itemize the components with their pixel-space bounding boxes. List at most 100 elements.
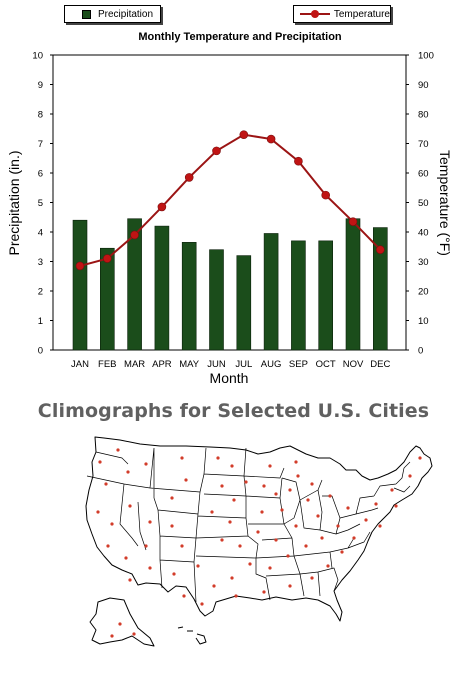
- y2-tick-label: 80: [418, 110, 429, 121]
- temperature-point: [294, 156, 303, 166]
- precipitation-bar: [318, 240, 334, 351]
- city-marker: [296, 474, 300, 478]
- precipitation-bar: [100, 247, 115, 351]
- precipitation-bar: [291, 240, 306, 351]
- city-marker: [364, 518, 368, 522]
- city-marker: [104, 482, 108, 486]
- city-marker: [262, 590, 266, 594]
- map-title: Climographs for Selected U.S. Cities: [37, 400, 430, 422]
- city-marker: [288, 488, 292, 492]
- legend-precipitation-label: Precipitation: [98, 8, 154, 20]
- month-labels: JAN FEB MAR APR MAY JUN JUL AUG SEP OCT NOV DEC: [71, 359, 390, 370]
- city-marker: [352, 536, 356, 540]
- y2-tick-label: 10: [418, 316, 429, 327]
- right-axis-ticks: 0 10 20 30 40 50 60 70 80 90 100: [406, 51, 434, 357]
- city-marker: [306, 498, 310, 502]
- y-tick-label: 10: [32, 51, 43, 62]
- y2-tick-label: 0: [418, 346, 423, 357]
- y2-axis-label: Temperature (°F): [437, 150, 453, 256]
- alaska-outline: [89, 597, 155, 647]
- city-marker: [294, 524, 298, 528]
- temperature-point: [75, 261, 85, 271]
- precipitation-bar: [72, 219, 88, 351]
- temperature-point: [130, 230, 139, 240]
- city-marker: [230, 464, 234, 468]
- us-outline: [85, 436, 433, 622]
- y2-tick-label: 100: [418, 51, 434, 62]
- legend-temperature: Temperature: [293, 5, 391, 23]
- state-borders: [86, 447, 411, 603]
- precipitation-bar: [181, 242, 197, 351]
- city-marker: [184, 478, 188, 482]
- precipitation-bar: [263, 233, 279, 351]
- city-marker: [210, 510, 214, 514]
- city-marker: [320, 536, 324, 540]
- y-tick-label: 3: [38, 257, 43, 268]
- temperature-series: [75, 130, 385, 271]
- city-marker: [260, 510, 264, 514]
- temperature-point: [348, 217, 358, 226]
- precipitation-bar: [372, 227, 388, 351]
- city-marker: [110, 634, 114, 638]
- climograph-chart: Monthly Temperature and Precipitation 0 1…: [6, 31, 453, 386]
- city-marker: [196, 564, 200, 568]
- city-marker: [170, 496, 174, 500]
- city-marker: [180, 456, 184, 460]
- city-marker: [118, 622, 122, 626]
- city-marker: [216, 456, 220, 460]
- temperature-point: [212, 146, 221, 156]
- x-tick-label: OCT: [316, 359, 336, 370]
- temperature-point: [266, 134, 276, 144]
- city-marker: [394, 504, 398, 508]
- city-marker: [310, 482, 314, 486]
- city-marker: [200, 602, 204, 606]
- x-axis-label: Month: [210, 370, 249, 386]
- y2-tick-label: 90: [418, 80, 429, 91]
- y-axis-label: Precipitation (in.): [6, 150, 22, 255]
- precipitation-bar: [154, 225, 170, 351]
- city-marker: [280, 508, 284, 512]
- city-marker: [234, 594, 238, 598]
- city-marker: [170, 524, 174, 528]
- y2-tick-label: 20: [418, 287, 429, 298]
- city-marker: [212, 584, 216, 588]
- city-marker: [132, 632, 136, 636]
- city-marker: [274, 538, 278, 542]
- city-marker: [182, 594, 186, 598]
- precipitation-bars: [72, 218, 388, 351]
- precipitation-bar: [345, 218, 361, 351]
- city-marker: [126, 470, 130, 474]
- y2-tick-label: 70: [418, 139, 429, 150]
- y-tick-label: 9: [38, 80, 43, 91]
- y-tick-label: 5: [38, 198, 43, 209]
- y-tick-label: 1: [38, 316, 43, 327]
- temperature-point: [375, 245, 385, 254]
- city-marker: [418, 456, 422, 460]
- temperature-line: [79, 133, 382, 267]
- temperature-point: [103, 254, 112, 263]
- y2-tick-label: 30: [418, 257, 429, 268]
- city-marker: [96, 510, 100, 514]
- city-marker: [294, 460, 298, 464]
- city-marker: [144, 462, 148, 466]
- x-tick-label: FEB: [98, 359, 116, 370]
- city-marker: [148, 566, 152, 570]
- y-tick-label: 8: [38, 110, 43, 121]
- x-tick-label: APR: [152, 359, 172, 370]
- x-tick-label: MAY: [179, 359, 200, 370]
- legend-precipitation: Precipitation: [64, 5, 161, 23]
- x-tick-label: JAN: [71, 359, 89, 370]
- city-marker: [220, 484, 224, 488]
- city-marker: [230, 576, 234, 580]
- city-marker: [274, 492, 278, 496]
- y2-tick-label: 60: [418, 169, 429, 180]
- y2-tick-label: 50: [418, 198, 429, 209]
- left-axis-ticks: 0 1 2 3 4 5 6 7 8 9 10: [32, 51, 53, 357]
- city-marker: [172, 572, 176, 576]
- city-marker: [374, 502, 378, 506]
- city-marker: [98, 460, 102, 464]
- temperature-point: [321, 190, 331, 200]
- city-marker: [228, 520, 232, 524]
- temperature-point: [157, 202, 167, 212]
- y-tick-label: 6: [38, 169, 43, 180]
